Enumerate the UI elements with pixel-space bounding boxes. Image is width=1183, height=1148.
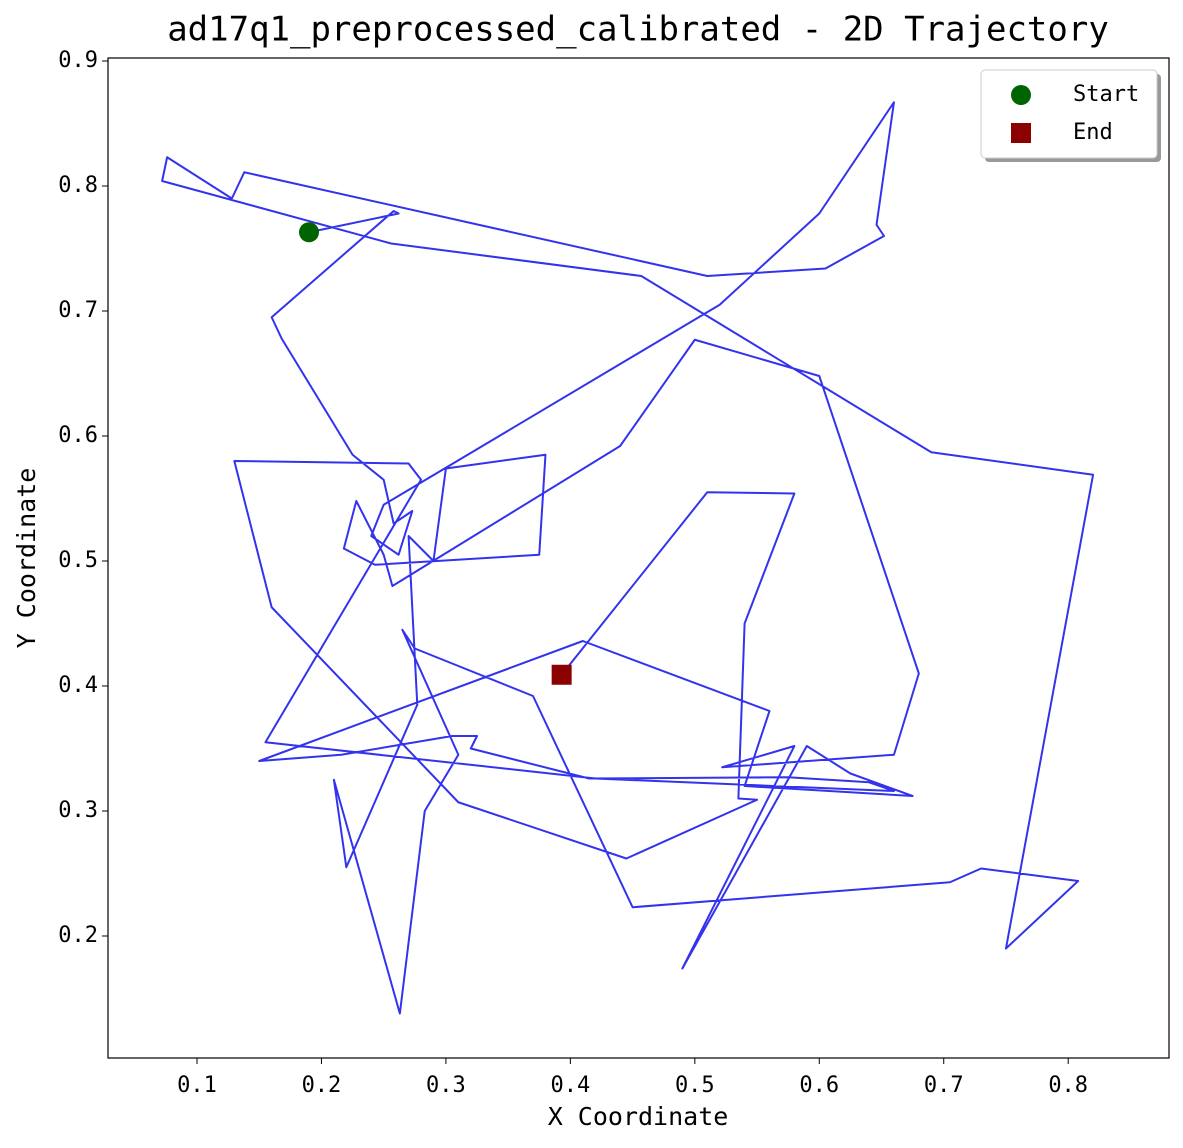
legend-marker	[1011, 123, 1031, 143]
y-tick-label: 0.5	[58, 548, 98, 573]
y-tick-label: 0.9	[58, 48, 98, 73]
y-tick-label: 0.3	[58, 798, 98, 823]
y-tick-label: 0.6	[58, 423, 98, 448]
x-tick-label: 0.4	[550, 1073, 590, 1098]
x-tick-label: 0.8	[1048, 1073, 1088, 1098]
plot-frame	[107, 57, 1170, 1059]
legend: Start End	[980, 69, 1161, 162]
y-tick-label: 0.7	[58, 298, 98, 323]
x-tick-label: 0.6	[799, 1073, 839, 1098]
trajectory-line	[161, 101, 1095, 1015]
legend-label: Start	[1073, 82, 1139, 107]
x-tick-label: 0.1	[177, 1073, 217, 1098]
x-tick-label: 0.3	[426, 1073, 466, 1098]
legend-label: End	[1073, 120, 1113, 145]
marker-circle	[298, 222, 319, 243]
x-tick-label: 0.7	[924, 1073, 964, 1098]
y-tick-label: 0.4	[58, 673, 98, 698]
chart-title: ad17q1_preprocessed_calibrated - 2D Traj…	[167, 10, 1109, 50]
y-axis-label: Y Coordinate	[12, 468, 41, 649]
y-tick-label: 0.2	[58, 923, 98, 948]
x-tick-label: 0.2	[302, 1073, 342, 1098]
x-tick-label: 0.5	[675, 1073, 715, 1098]
y-tick-label: 0.8	[58, 173, 98, 198]
x-axis-label: X Coordinate	[548, 1102, 729, 1131]
legend-marker	[1011, 85, 1031, 105]
marker-square	[551, 664, 572, 685]
